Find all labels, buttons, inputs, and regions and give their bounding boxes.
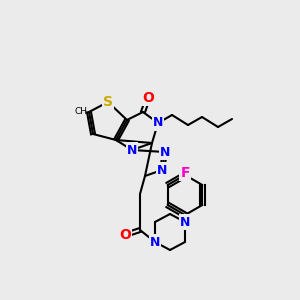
Text: N: N	[160, 146, 170, 158]
Text: F: F	[180, 166, 190, 180]
Text: O: O	[119, 228, 131, 242]
Text: O: O	[142, 91, 154, 105]
Text: S: S	[103, 95, 113, 109]
Text: N: N	[157, 164, 167, 176]
Text: CH: CH	[74, 107, 88, 116]
Text: N: N	[150, 236, 160, 248]
Text: N: N	[180, 215, 190, 229]
Text: N: N	[127, 143, 137, 157]
Text: N: N	[153, 116, 163, 130]
